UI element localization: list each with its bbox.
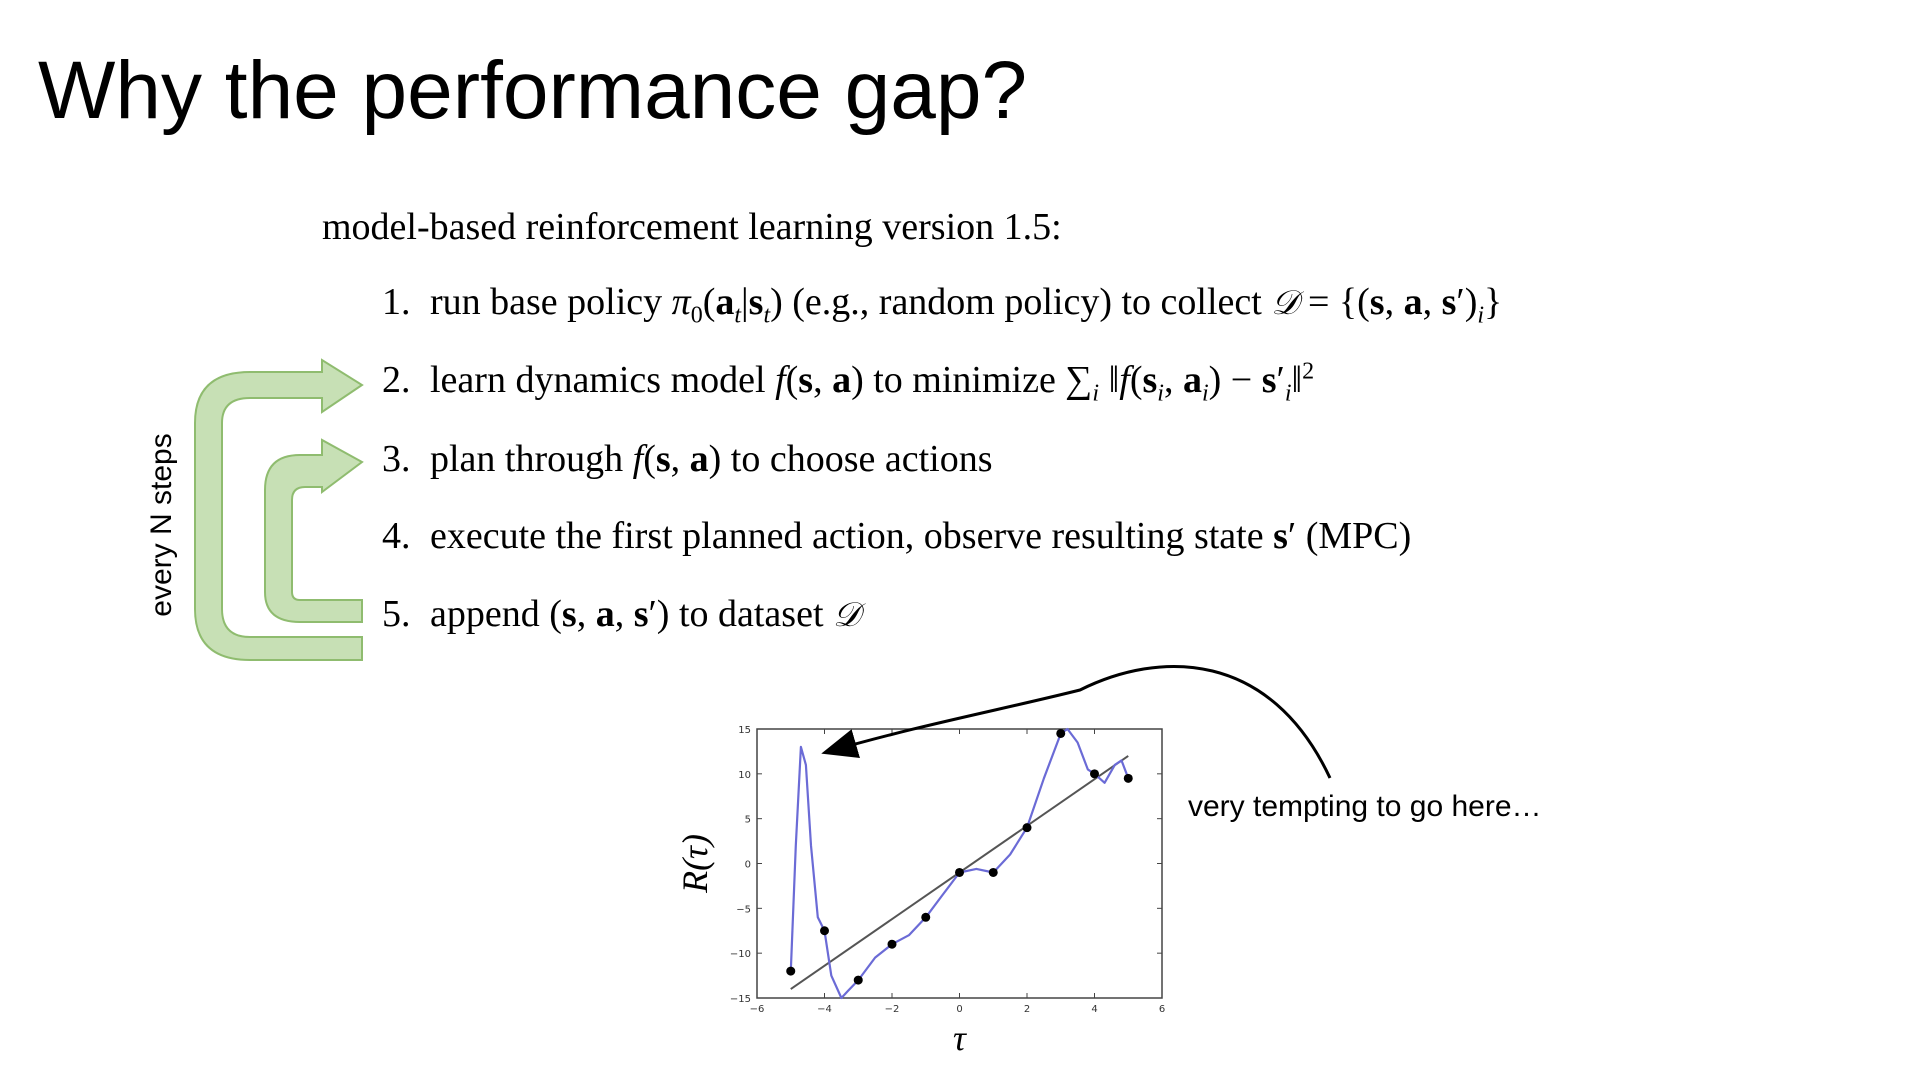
step-number: 1. (382, 281, 411, 323)
algorithm-heading: model-based reinforcement learning versi… (322, 206, 1062, 248)
annotation-text: very tempting to go here… (1188, 790, 1542, 823)
data-point (1090, 769, 1099, 779)
step-number: 2. (382, 359, 411, 401)
y-axis-label: R(τ) (675, 834, 715, 894)
inner-loop-arrow (264, 438, 364, 623)
step-number: 3. (382, 438, 411, 480)
data-point (1022, 823, 1032, 833)
x-tick-label: −2 (885, 1004, 900, 1015)
step-4: 4. execute the first planned action, obse… (382, 515, 1412, 557)
x-tick-label: 0 (956, 1004, 962, 1015)
data-point (786, 966, 796, 976)
y-tick-label: 15 (738, 725, 751, 736)
data-point (853, 975, 863, 985)
x-tick-label: −4 (817, 1004, 832, 1015)
step-1: 1. run base policy π0(at|st) (e.g., rando… (382, 281, 1503, 329)
data-point (887, 939, 897, 949)
data-point (921, 912, 931, 922)
y-tick-label: −10 (730, 949, 751, 960)
y-tick-label: 0 (745, 860, 751, 871)
data-point (988, 867, 998, 877)
model-curve (789, 727, 1130, 1000)
y-tick-label: 10 (738, 770, 751, 781)
data-point (1123, 773, 1133, 783)
x-tick-label: −6 (750, 1004, 765, 1015)
data-point (955, 867, 964, 877)
curved-arrow (821, 664, 1332, 779)
step-2: 2. learn dynamics model f(s, a) to minimi… (382, 358, 1315, 407)
x-tick-label: 2 (1024, 1004, 1030, 1015)
step-5: 5. append (s, a, s′) to dataset 𝒟 (382, 593, 861, 635)
data-point (820, 926, 829, 936)
y-tick-label: 5 (745, 815, 751, 826)
x-tick-label: 4 (1091, 1004, 1097, 1015)
step-number: 5. (382, 593, 411, 635)
y-tick-label: −5 (736, 904, 751, 915)
data-point (1056, 728, 1066, 738)
outer-loop-arrow (194, 358, 364, 661)
step-3: 3. plan through f(s, a) to choose actions (382, 438, 993, 480)
step-number: 4. (382, 515, 411, 557)
x-axis-label: τ (953, 1018, 967, 1058)
y-tick-label: −15 (730, 994, 751, 1005)
slide-title: Why the performance gap? (38, 45, 1028, 136)
x-tick-label: 6 (1159, 1004, 1165, 1015)
